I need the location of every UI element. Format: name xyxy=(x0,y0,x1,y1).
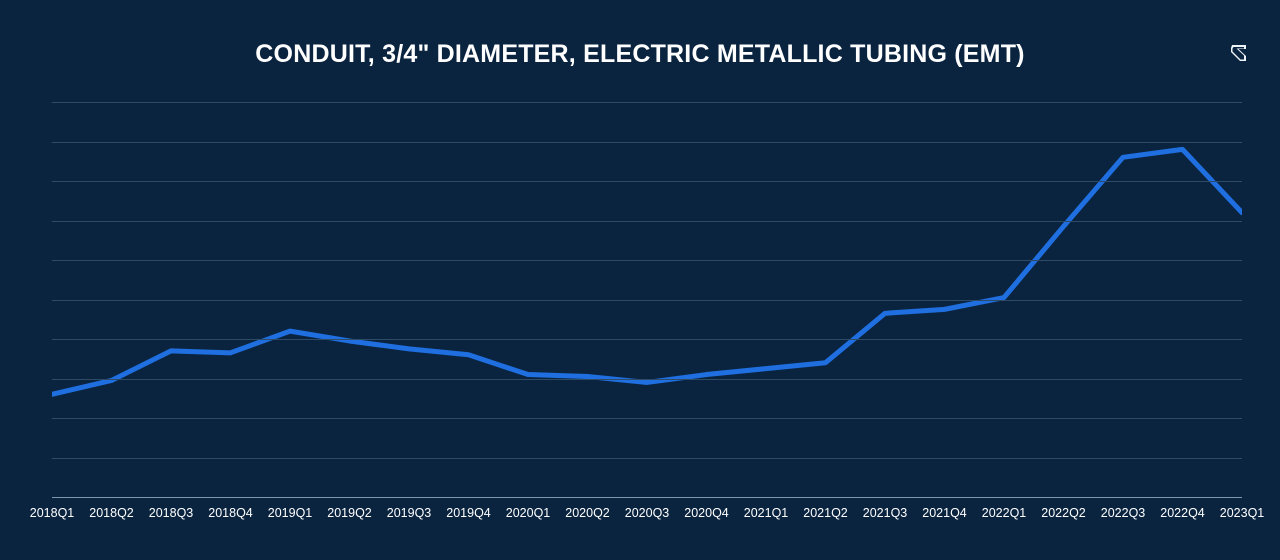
x-axis-tick-label: 2018Q2 xyxy=(89,506,134,520)
x-axis-tick-label: 2021Q1 xyxy=(743,506,789,520)
x-axis-tick-label: 2021Q2 xyxy=(803,506,848,520)
x-axis-tick-label: 2020Q2 xyxy=(565,506,610,520)
x-axis-labels: 2018Q1 2018Q2 2018Q3 2018Q4 2019Q1 2019Q2 2019… xyxy=(30,506,1264,536)
x-axis-tick-label: 2018Q4 xyxy=(208,506,253,520)
gridline xyxy=(52,457,1242,459)
gridline xyxy=(52,378,1242,380)
gridline xyxy=(52,339,1242,340)
x-axis-tick-label: 2022Q2 xyxy=(1041,506,1086,520)
x-axis-tick-label: 2022Q4 xyxy=(1160,506,1205,520)
x-axis-tick-label: 2022Q1 xyxy=(981,506,1027,520)
x-axis-tick-label: 2019Q2 xyxy=(327,506,372,520)
plot-area: 020406080100120140160180200 xyxy=(52,102,1242,498)
gridline xyxy=(52,220,1242,222)
x-axis-tick-label: 2021Q4 xyxy=(922,506,967,520)
gridline xyxy=(52,260,1242,261)
hexagon-brand-logo-icon xyxy=(1220,34,1258,72)
x-axis-tick-label: 2019Q1 xyxy=(267,506,313,520)
x-axis-tick-label: 2021Q3 xyxy=(862,506,908,520)
gridline xyxy=(52,141,1242,143)
gridline xyxy=(52,181,1242,182)
gridline xyxy=(52,299,1242,301)
x-axis-tick-label: 2020Q4 xyxy=(684,506,729,520)
x-axis-tick-label: 2019Q4 xyxy=(446,506,491,520)
x-axis-tick-label: 2020Q1 xyxy=(505,506,551,520)
page-title: CONDUIT, 3/4" DIAMETER, ELECTRIC METALLI… xyxy=(255,40,1025,68)
x-axis-tick-label: 2022Q3 xyxy=(1100,506,1146,520)
x-axis-tick-label: 2018Q1 xyxy=(29,506,75,520)
gridline xyxy=(52,497,1242,498)
gridline xyxy=(52,102,1242,103)
x-axis-tick-label: 2019Q3 xyxy=(386,506,432,520)
gridline xyxy=(52,418,1242,419)
x-axis-tick-label: 2018Q3 xyxy=(148,506,194,520)
series-line-chart xyxy=(52,146,1242,397)
x-axis-tick-label: 2020Q3 xyxy=(624,506,670,520)
x-axis-tick-label: 2023Q1 xyxy=(1219,506,1265,520)
